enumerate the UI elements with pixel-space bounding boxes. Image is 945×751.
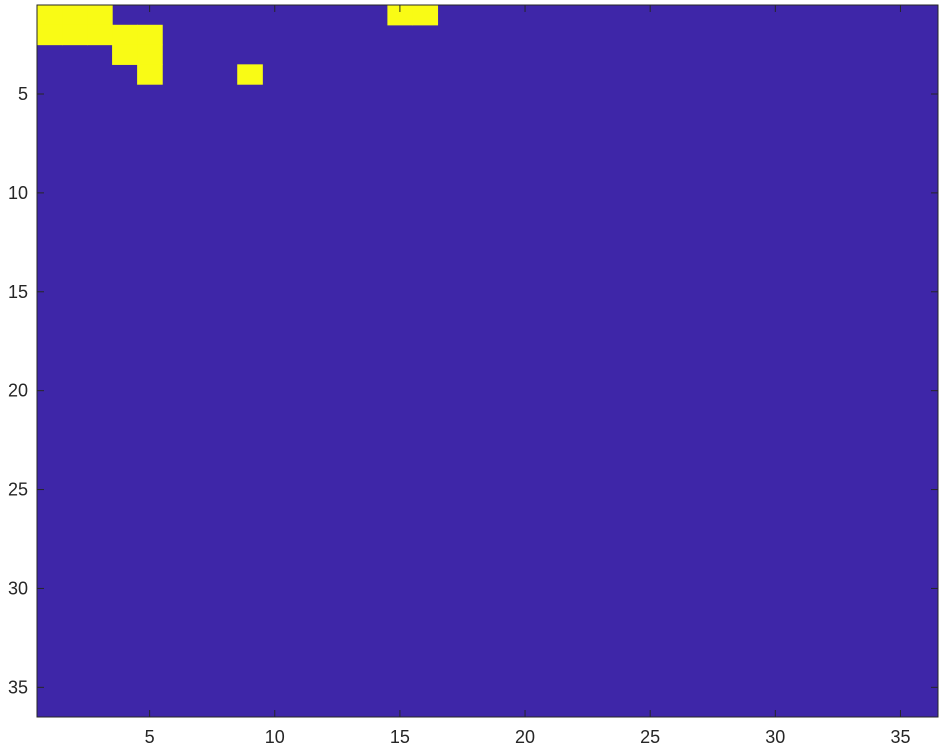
y-axis-ticks: 5 10 15 20 25 30 35 [8,84,938,697]
heatmap-cell [87,5,113,26]
y-tick-label: 10 [8,183,28,203]
x-tick-label: 25 [640,727,660,747]
heatmap-background [37,5,938,717]
heatmap-cell [137,24,163,46]
heatmap-cell [112,44,138,65]
x-axis-ticks: 5 10 15 20 25 30 35 [145,5,910,747]
axis-box [36,4,939,718]
x-tick-label: 10 [265,727,285,747]
x-tick-label: 35 [890,727,910,747]
heatmap-cell [112,24,138,46]
heatmap-cell [62,5,88,26]
y-tick-label: 30 [8,578,28,598]
heatmap-cell [87,24,113,46]
heatmap-cell [37,5,63,26]
y-tick-label: 25 [8,480,28,500]
y-tick-label: 5 [18,84,28,104]
x-tick-label: 30 [765,727,785,747]
axis-frame [36,4,939,718]
y-tick-label: 15 [8,282,28,302]
y-tick-label: 35 [8,677,28,697]
heatmap-cell [137,64,163,85]
heatmap-cell [137,44,163,65]
x-tick-label: 20 [515,727,535,747]
heatmap-cell [37,24,63,46]
heatmap-cell [237,64,263,85]
x-tick-label: 15 [390,727,410,747]
heatmap-cell [62,24,88,46]
x-tick-label: 5 [145,727,155,747]
y-tick-label: 20 [8,381,28,401]
heatmap-cells [37,5,938,717]
heatmap-cell [387,5,414,26]
heatmap-cell [412,5,439,26]
